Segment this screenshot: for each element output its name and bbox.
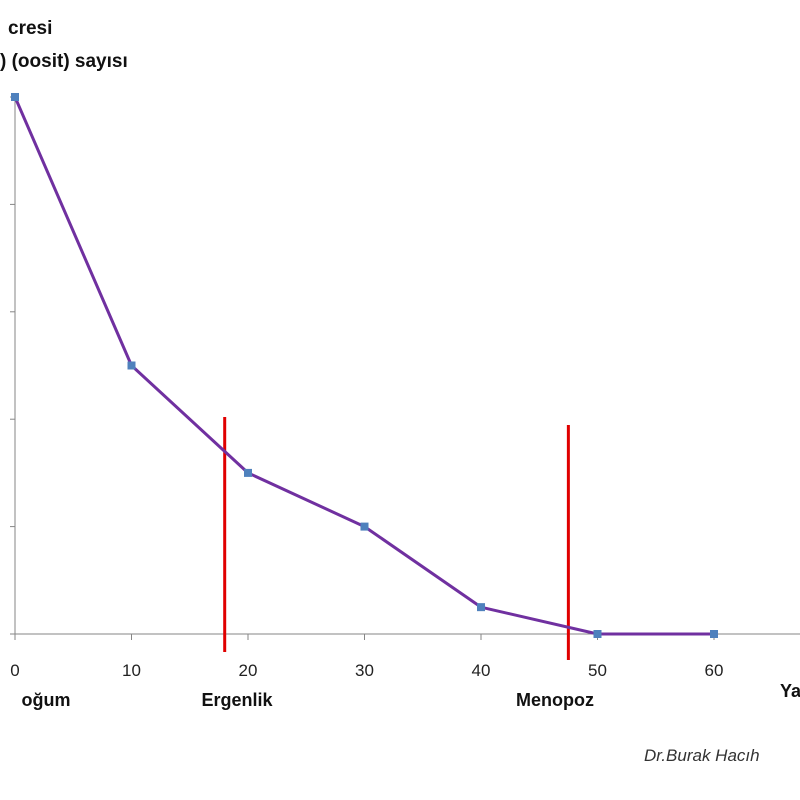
data-point bbox=[710, 630, 718, 638]
x-tick-label: 50 bbox=[588, 661, 607, 680]
data-point bbox=[11, 93, 19, 101]
x-tick-label: 40 bbox=[472, 661, 491, 680]
series-line bbox=[13, 96, 714, 636]
event-label-ergenlik: Ergenlik bbox=[201, 690, 273, 710]
series bbox=[11, 93, 718, 638]
data-point bbox=[127, 361, 136, 370]
author-credit: Dr.Burak Hacıh bbox=[644, 746, 760, 765]
x-annotation-label: oğum bbox=[22, 690, 71, 710]
data-point bbox=[360, 522, 369, 531]
data-point bbox=[593, 630, 602, 638]
event-lines bbox=[223, 417, 570, 660]
event-label-menopoz: Menopoz bbox=[516, 690, 594, 710]
x-tick-label: 30 bbox=[355, 661, 374, 680]
data-point bbox=[477, 603, 485, 612]
title-line-2: ) (oosit) sayısı bbox=[0, 51, 128, 72]
axis-labels: 0 10 20 30 40 50 60 oğum Ergenlik Menopoz Ya bbox=[10, 661, 800, 710]
title-line-1: cresi bbox=[8, 18, 52, 39]
x-tick-label: 0 bbox=[10, 661, 19, 680]
x-axis-label: Ya bbox=[780, 681, 800, 701]
x-tick-label: 20 bbox=[239, 661, 258, 680]
data-point bbox=[244, 468, 252, 477]
x-tick-label: 60 bbox=[705, 661, 724, 680]
x-tick-label: 10 bbox=[122, 661, 141, 680]
chart-title: cresi ) (oosit) sayısı bbox=[0, 18, 128, 72]
